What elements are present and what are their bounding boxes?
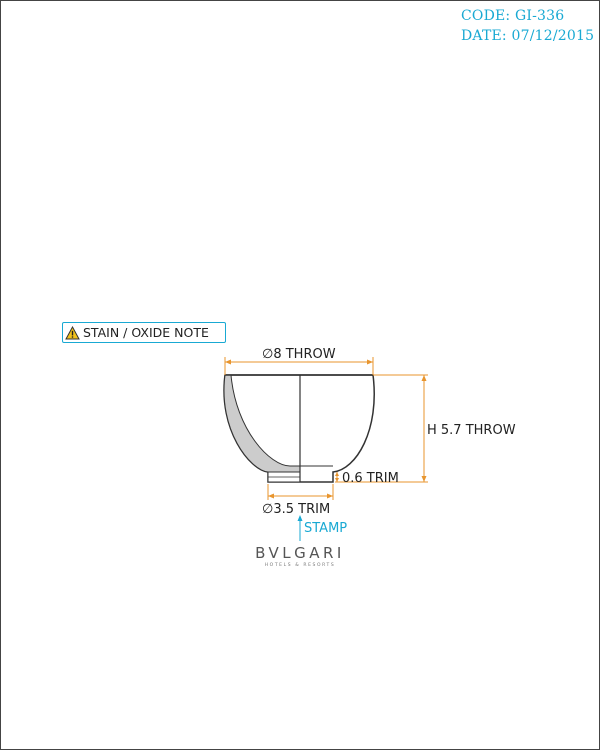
brand-tagline: HOTELS & RESORTS xyxy=(265,562,336,568)
stamp-label: STAMP xyxy=(304,521,347,536)
rim-diameter-label: ∅8 THROW xyxy=(262,347,336,362)
foot-diameter-dimension xyxy=(268,484,333,500)
stamp-callout xyxy=(298,515,303,541)
height-label: H 5.7 THROW xyxy=(427,423,516,438)
brand-logo: BVLGARI xyxy=(255,544,345,562)
foot-height-dimension xyxy=(335,472,339,482)
foot-diameter-label: ∅3.5 TRIM xyxy=(262,502,330,517)
foot-height-label: 0.6 TRIM xyxy=(342,471,399,486)
